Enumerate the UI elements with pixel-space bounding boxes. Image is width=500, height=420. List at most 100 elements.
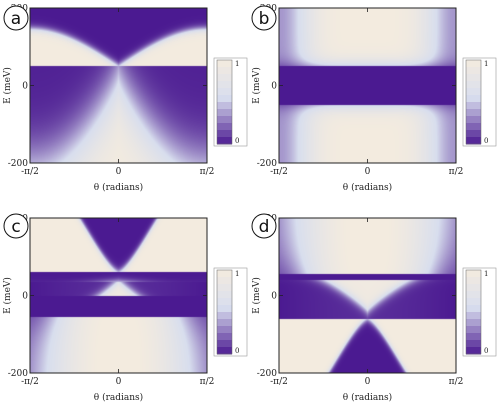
colorbar-swatch — [217, 116, 232, 124]
colorbar-swatch — [466, 130, 481, 138]
colorbar-frame — [216, 59, 233, 145]
panel-letter: d — [259, 217, 270, 237]
colorbar-swatch — [217, 74, 232, 82]
x-tick-label: 0 — [116, 167, 122, 177]
x-axis-label: θ (radians) — [94, 392, 143, 403]
colorbar-swatch — [466, 123, 481, 131]
colorbar-swatch — [466, 298, 481, 306]
colorbar-max-label: 1 — [484, 60, 488, 68]
x-tick-label: -π/2 — [270, 167, 288, 177]
colorbar: 10 — [213, 267, 248, 357]
panel-d: -2000200-π/20π/2θ (radians)E (meV)d10 — [251, 213, 497, 403]
colorbar-swatch — [466, 88, 481, 96]
colorbar-min-label: 0 — [235, 347, 239, 355]
panel-c: -2000200-π/20π/2θ (radians)E (meV)c10 — [2, 213, 248, 403]
colorbar-swatch — [466, 102, 481, 110]
x-tick-label: -π/2 — [21, 167, 39, 177]
colorbar-swatch — [466, 291, 481, 299]
y-tick-label: -200 — [8, 369, 28, 379]
colorbar-swatch — [466, 305, 481, 313]
panel-letter-circle — [3, 213, 29, 239]
colorbar: 10 — [462, 267, 497, 357]
colorbar-swatch — [217, 312, 232, 320]
x-tick-label: 0 — [365, 377, 371, 387]
colorbar-swatch — [466, 312, 481, 320]
colorbar-swatch — [466, 326, 481, 334]
heatmap-image — [279, 8, 456, 163]
x-axis-label: θ (radians) — [343, 392, 392, 403]
panel-letter: a — [11, 9, 21, 29]
colorbar-swatch — [217, 123, 232, 131]
colorbar: 10 — [462, 57, 497, 147]
x-tick-label: π/2 — [200, 377, 215, 387]
y-tick-label: 0 — [22, 82, 28, 92]
x-axis-label: θ (radians) — [94, 182, 143, 193]
colorbar-swatch — [217, 130, 232, 138]
colorbar-max-label: 1 — [235, 270, 239, 278]
colorbar-swatch — [217, 305, 232, 313]
y-tick-label: 0 — [22, 292, 28, 302]
heatmap-image — [279, 218, 456, 373]
colorbar-swatch — [217, 109, 232, 117]
heatmap-image — [30, 8, 207, 163]
colorbar-swatch — [217, 67, 232, 75]
colorbar-min-label: 0 — [484, 137, 488, 145]
colorbar-swatch — [466, 74, 481, 82]
colorbar-min-label: 0 — [484, 347, 488, 355]
x-tick-label: π/2 — [449, 167, 464, 177]
colorbar-swatch — [466, 137, 481, 145]
x-tick-label: π/2 — [449, 377, 464, 387]
colorbar-swatch — [466, 333, 481, 341]
colorbar-swatch — [466, 116, 481, 124]
colorbar-swatch — [466, 284, 481, 292]
x-tick-label: π/2 — [200, 167, 215, 177]
y-axis-label: E (meV) — [251, 277, 262, 314]
colorbar-swatch — [217, 95, 232, 103]
y-tick-label: -200 — [8, 159, 28, 169]
colorbar-frame — [216, 269, 233, 355]
colorbar-max-label: 1 — [235, 60, 239, 68]
y-axis-label: E (meV) — [251, 67, 262, 104]
colorbar-swatch — [217, 326, 232, 334]
colorbar-swatch — [217, 333, 232, 341]
colorbar-swatch — [466, 319, 481, 327]
panel-letter-circle — [251, 5, 277, 31]
y-axis-label: E (meV) — [2, 277, 13, 314]
x-tick-label: -π/2 — [21, 377, 39, 387]
colorbar-swatch — [217, 277, 232, 285]
colorbar-swatch — [466, 109, 481, 117]
colorbar-swatch — [466, 347, 481, 355]
colorbar-swatch — [217, 81, 232, 89]
heatmap-image — [30, 218, 207, 373]
y-tick-label: 0 — [271, 292, 277, 302]
x-tick-label: 0 — [116, 377, 122, 387]
panel-letter-circle — [251, 213, 277, 239]
colorbar-swatch — [217, 102, 232, 110]
y-tick-label: -200 — [257, 159, 277, 169]
y-axis-label: E (meV) — [2, 67, 13, 104]
colorbar: 10 — [213, 57, 248, 147]
colorbar-swatch — [466, 340, 481, 348]
colorbar-swatch — [217, 284, 232, 292]
panel-letter-circle — [3, 5, 29, 31]
colorbar-swatch — [217, 298, 232, 306]
colorbar-min-label: 0 — [235, 137, 239, 145]
colorbar-frame — [465, 59, 482, 145]
colorbar-swatch — [217, 347, 232, 355]
colorbar-swatch — [466, 60, 481, 68]
colorbar-max-label: 1 — [484, 270, 488, 278]
colorbar-swatch — [217, 60, 232, 68]
colorbar-swatch — [466, 277, 481, 285]
colorbar-frame — [465, 269, 482, 355]
panel-letter: c — [11, 217, 20, 237]
colorbar-swatch — [217, 88, 232, 96]
colorbar-swatch — [466, 270, 481, 278]
colorbar-swatch — [466, 95, 481, 103]
y-tick-label: 0 — [271, 82, 277, 92]
colorbar-swatch — [217, 319, 232, 327]
colorbar-swatch — [466, 67, 481, 75]
panel-letter: b — [259, 9, 270, 29]
colorbar-swatch — [217, 291, 232, 299]
panel-a: -2000200-π/20π/2θ (radians)E (meV)a10 — [2, 4, 248, 193]
